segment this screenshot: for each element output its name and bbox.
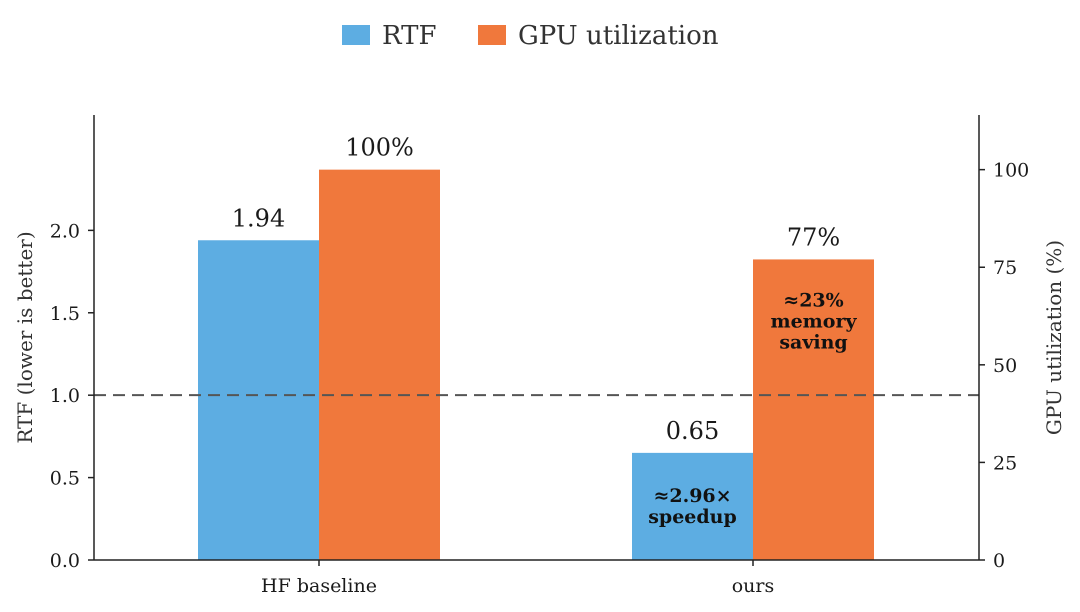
annotation-1-line-1: memory <box>770 310 857 332</box>
left-tick-label: 0.5 <box>50 468 80 490</box>
left-tick-label: 0.0 <box>50 550 80 572</box>
x-tick-label: HF baseline <box>261 575 377 597</box>
legend: RTF GPU utilization <box>342 21 719 51</box>
value-label-gpu-1: 77% <box>787 223 840 251</box>
annotation-0-line-1: speedup <box>648 506 737 528</box>
bar-rtf-1 <box>632 452 753 560</box>
value-label-rtf-1: 0.65 <box>666 417 719 445</box>
bar-rtf-0 <box>198 240 319 560</box>
bar-gpu-0 <box>319 169 440 561</box>
value-label-rtf-0: 1.94 <box>232 204 285 232</box>
y-axis-label-left: RTF (lower is better) <box>13 231 37 443</box>
legend-label-gpu: GPU utilization <box>518 21 719 51</box>
right-tick-label: 0 <box>993 550 1005 572</box>
legend-swatch-gpu <box>478 25 506 45</box>
left-tick-label: 2.0 <box>50 220 80 242</box>
legend-label-rtf: RTF <box>382 21 437 51</box>
annotation-1-line-0: ≈23% <box>783 289 843 311</box>
left-tick-label: 1.5 <box>50 303 80 325</box>
right-tick-label: 50 <box>993 355 1017 377</box>
annotation-0-line-0: ≈2.96× <box>653 485 731 507</box>
right-tick-label: 75 <box>993 257 1017 279</box>
left-tick-label: 1.0 <box>50 385 80 407</box>
x-tick-label: ours <box>732 575 775 597</box>
right-tick-label: 25 <box>993 452 1017 474</box>
y-axis-label-right: GPU utilization (%) <box>1042 240 1066 435</box>
value-label-gpu-0: 100% <box>345 134 414 162</box>
right-tick-label: 100 <box>993 160 1029 182</box>
legend-swatch-rtf <box>342 25 370 45</box>
value-labels: 1.94 0.65 100% 77% <box>232 134 840 445</box>
bars <box>198 169 874 561</box>
bar-gpu-1 <box>753 259 874 560</box>
axes: 0.0 0.5 1.0 1.5 2.0 0 25 50 75 100 HF baseline ours… <box>13 115 1066 597</box>
annotation-1-line-2: saving <box>779 331 847 353</box>
